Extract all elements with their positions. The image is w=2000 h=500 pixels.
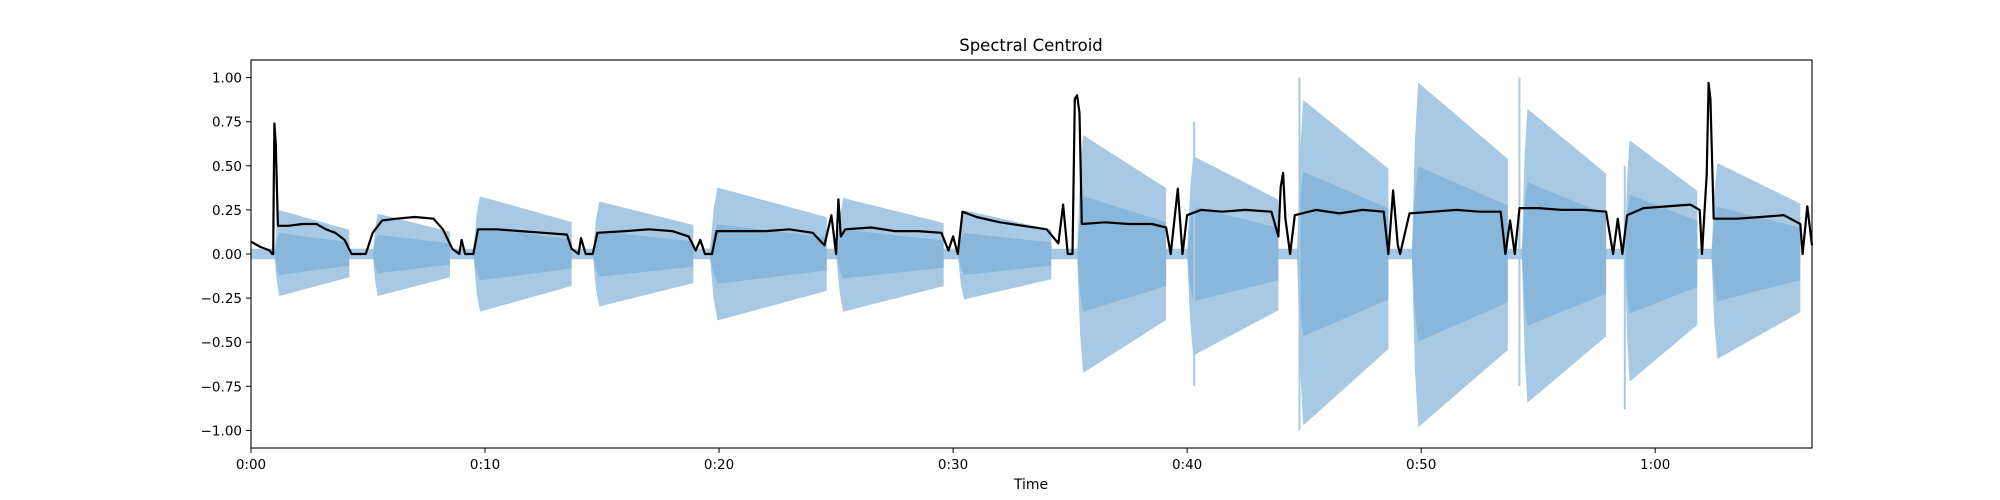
waveform-note-core-5 [709, 224, 827, 284]
waveform-note-core-13 [1624, 194, 1698, 314]
x-tick-label: 0:20 [704, 457, 734, 473]
waveform-note-core-6 [836, 229, 944, 279]
waveform-note-core-3 [473, 227, 572, 281]
chart-title: Spectral Centroid [959, 36, 1103, 55]
waveform-note-core-7 [957, 233, 1052, 275]
y-tick-label: 0.00 [212, 247, 242, 263]
x-tick-label: 0:00 [236, 457, 266, 473]
waveform-note-core-14 [1711, 206, 1801, 302]
waveform-note-core-4 [592, 231, 694, 277]
x-tick-label: 1:00 [1640, 457, 1670, 473]
centroid-line [250, 81, 1814, 256]
y-tick-label: −1.00 [201, 423, 242, 439]
y-tick-label: −0.75 [201, 379, 242, 395]
y-tick-label: 0.75 [212, 115, 242, 131]
y-tick-label: −0.25 [201, 291, 242, 307]
y-tick-label: 1.00 [212, 71, 242, 87]
waveform-note-core-12 [1521, 182, 1607, 326]
x-tick-label: 0:50 [1406, 457, 1436, 473]
axes-frame [250, 59, 1813, 449]
waveform-note-core-9 [1187, 206, 1279, 302]
axis-ticks: 1.00 0.75 0.50 0.25 0.00 −0.25 −0.50 −0.75 −1.00… [201, 71, 1671, 473]
y-tick-label: 0.50 [212, 159, 242, 175]
waveform-note-core-10 [1297, 171, 1389, 337]
plot-area [250, 77, 1814, 431]
waveform-note-core-1 [274, 233, 350, 275]
waveform-note-core-11 [1411, 166, 1508, 342]
x-tick-label: 0:30 [938, 457, 968, 473]
waveform-note-core-8 [1077, 196, 1167, 312]
x-axis-label: Time [1013, 477, 1048, 493]
y-tick-label: 0.25 [212, 203, 242, 219]
y-tick-label: −0.50 [201, 335, 242, 351]
x-tick-label: 0:10 [470, 457, 500, 473]
waveform-note-core-2 [372, 234, 450, 274]
x-tick-label: 0:40 [1172, 457, 1202, 473]
